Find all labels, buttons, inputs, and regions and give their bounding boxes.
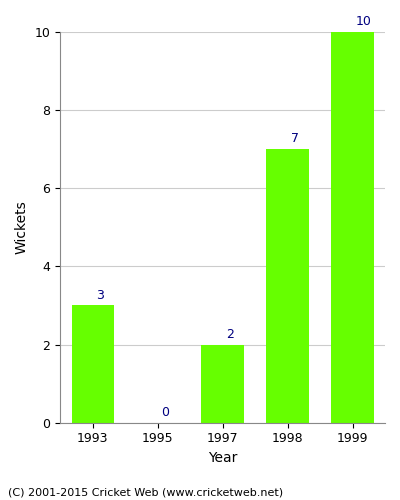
Bar	[266, 149, 309, 422]
Text: (C) 2001-2015 Cricket Web (www.cricketweb.net): (C) 2001-2015 Cricket Web (www.cricketwe…	[8, 488, 283, 498]
Bar	[332, 32, 374, 422]
Text: 0: 0	[161, 406, 169, 419]
Text: 3: 3	[96, 288, 104, 302]
Text: 10: 10	[356, 15, 372, 28]
X-axis label: Year: Year	[208, 451, 237, 465]
Bar	[72, 306, 114, 422]
Text: 7: 7	[291, 132, 299, 145]
Text: 2: 2	[226, 328, 234, 340]
Y-axis label: Wickets: Wickets	[15, 200, 29, 254]
Bar	[202, 344, 244, 422]
